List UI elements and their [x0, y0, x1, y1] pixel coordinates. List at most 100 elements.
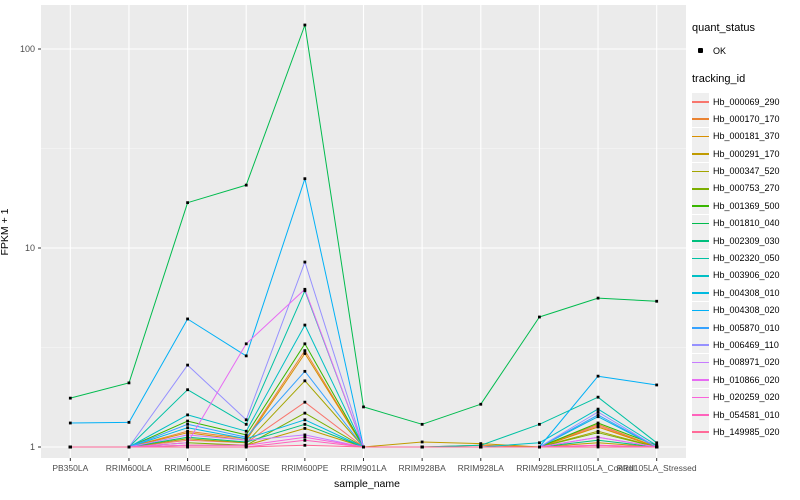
legend-line-swatch — [692, 179, 709, 197]
x-tick-label: RRIM600LA — [106, 463, 153, 473]
data-point — [596, 443, 600, 447]
data-point — [303, 23, 307, 27]
x-tick-label: RRIM600SE — [223, 463, 271, 473]
x-tick-label: RRIM928LA — [458, 463, 505, 473]
y-tick-label: 10 — [25, 243, 35, 253]
data-point — [303, 349, 307, 353]
data-point — [596, 435, 600, 439]
data-point — [186, 317, 189, 321]
legend-item: Hb_005870_010 — [692, 319, 798, 337]
data-point — [596, 441, 600, 445]
data-point — [420, 445, 424, 449]
data-point — [244, 440, 248, 444]
legend-item-label: Hb_149985_020 — [713, 426, 780, 437]
x-tick-label: PB350LA — [52, 463, 88, 473]
legend-item-label: Hb_001369_500 — [713, 200, 780, 211]
data-point — [244, 433, 248, 437]
data-point — [127, 381, 131, 385]
legend-item-label: Hb_008971_020 — [713, 357, 780, 368]
x-tick-label: RRII105LA_Control — [561, 463, 635, 473]
data-point — [596, 431, 600, 435]
data-point — [68, 396, 72, 400]
data-point — [303, 418, 307, 422]
data-point — [244, 354, 248, 358]
y-tick-label: 100 — [20, 44, 35, 54]
x-tick-label: RRII105LA_Stressed — [617, 463, 697, 473]
data-point — [303, 379, 307, 383]
legend-item: Hb_002320_050 — [692, 249, 798, 267]
data-point — [244, 342, 248, 346]
data-point — [303, 352, 307, 355]
legend-item: Hb_001369_500 — [692, 197, 798, 215]
data-point — [420, 440, 424, 444]
legend-line-swatch — [692, 214, 709, 232]
legend-item-label: OK — [713, 45, 727, 56]
data-point — [186, 445, 189, 449]
legend-line-swatch — [692, 406, 709, 424]
legend-item: Hb_000291_170 — [692, 145, 798, 163]
y-tick-label: 1 — [30, 442, 35, 452]
legend-item: Hb_020259_020 — [692, 388, 798, 406]
legend-item-label: Hb_000347_520 — [713, 166, 780, 177]
data-point — [596, 374, 600, 378]
legend-item: Hb_000181_370 — [692, 127, 798, 145]
data-point — [303, 400, 307, 404]
data-point — [244, 429, 248, 433]
legend-item-label: Hb_000170_170 — [713, 113, 780, 124]
data-point — [303, 287, 307, 291]
data-point — [186, 441, 189, 445]
data-point — [127, 445, 131, 449]
legend-line-swatch — [692, 162, 709, 180]
legend-line-swatch — [692, 284, 709, 302]
data-point — [479, 445, 483, 449]
legend-item-label: Hb_006469_110 — [713, 339, 779, 350]
legend-item-label: Hb_000069_290 — [713, 96, 780, 107]
data-point — [303, 323, 307, 327]
data-point — [303, 177, 307, 181]
data-point — [244, 422, 248, 426]
data-point — [596, 429, 600, 433]
data-point — [186, 413, 189, 417]
legend-line-swatch — [692, 336, 709, 354]
data-point — [186, 388, 189, 392]
legend-item: Hb_149985_020 — [692, 423, 798, 441]
legend-item-label: Hb_001810_040 — [713, 218, 780, 229]
legend-item: Hb_000753_270 — [692, 179, 798, 197]
data-point — [186, 431, 189, 435]
legend-item-label: Hb_002320_050 — [713, 253, 780, 264]
legend-item-ok: OK — [692, 42, 798, 59]
data-point — [244, 438, 248, 442]
legend-item: Hb_054581_010 — [692, 406, 798, 424]
legend-line-swatch — [692, 301, 709, 319]
legend-item: Hb_010866_020 — [692, 371, 798, 389]
data-point — [655, 299, 659, 303]
data-point — [303, 427, 307, 430]
legend-item-label: Hb_054581_010 — [713, 409, 780, 420]
data-point — [655, 443, 659, 447]
legend-line-swatch — [692, 197, 709, 215]
legend-line-swatch — [692, 249, 709, 267]
x-tick-label: RRIM928LE — [516, 463, 563, 473]
data-point — [186, 435, 189, 439]
legend-item: Hb_003906_020 — [692, 266, 798, 284]
data-point — [186, 201, 189, 205]
legend-item: Hb_002309_030 — [692, 232, 798, 250]
legend-line-swatch — [692, 145, 709, 163]
data-point — [303, 260, 307, 264]
x-tick-label: RRIM600LE — [164, 463, 211, 473]
legend-item: Hb_000069_290 — [692, 93, 798, 110]
legend-line-swatch — [692, 93, 709, 110]
data-point — [127, 420, 131, 424]
data-point — [655, 383, 659, 387]
legend-line-swatch — [692, 232, 709, 250]
legend-item: Hb_006469_110 — [692, 336, 798, 354]
data-point — [538, 422, 541, 426]
legend-item-label: Hb_000291_170 — [713, 148, 780, 159]
data-point — [596, 395, 600, 399]
data-point — [303, 438, 307, 442]
data-point — [362, 445, 365, 449]
data-point — [186, 363, 189, 367]
legend-item: Hb_008971_020 — [692, 353, 798, 371]
